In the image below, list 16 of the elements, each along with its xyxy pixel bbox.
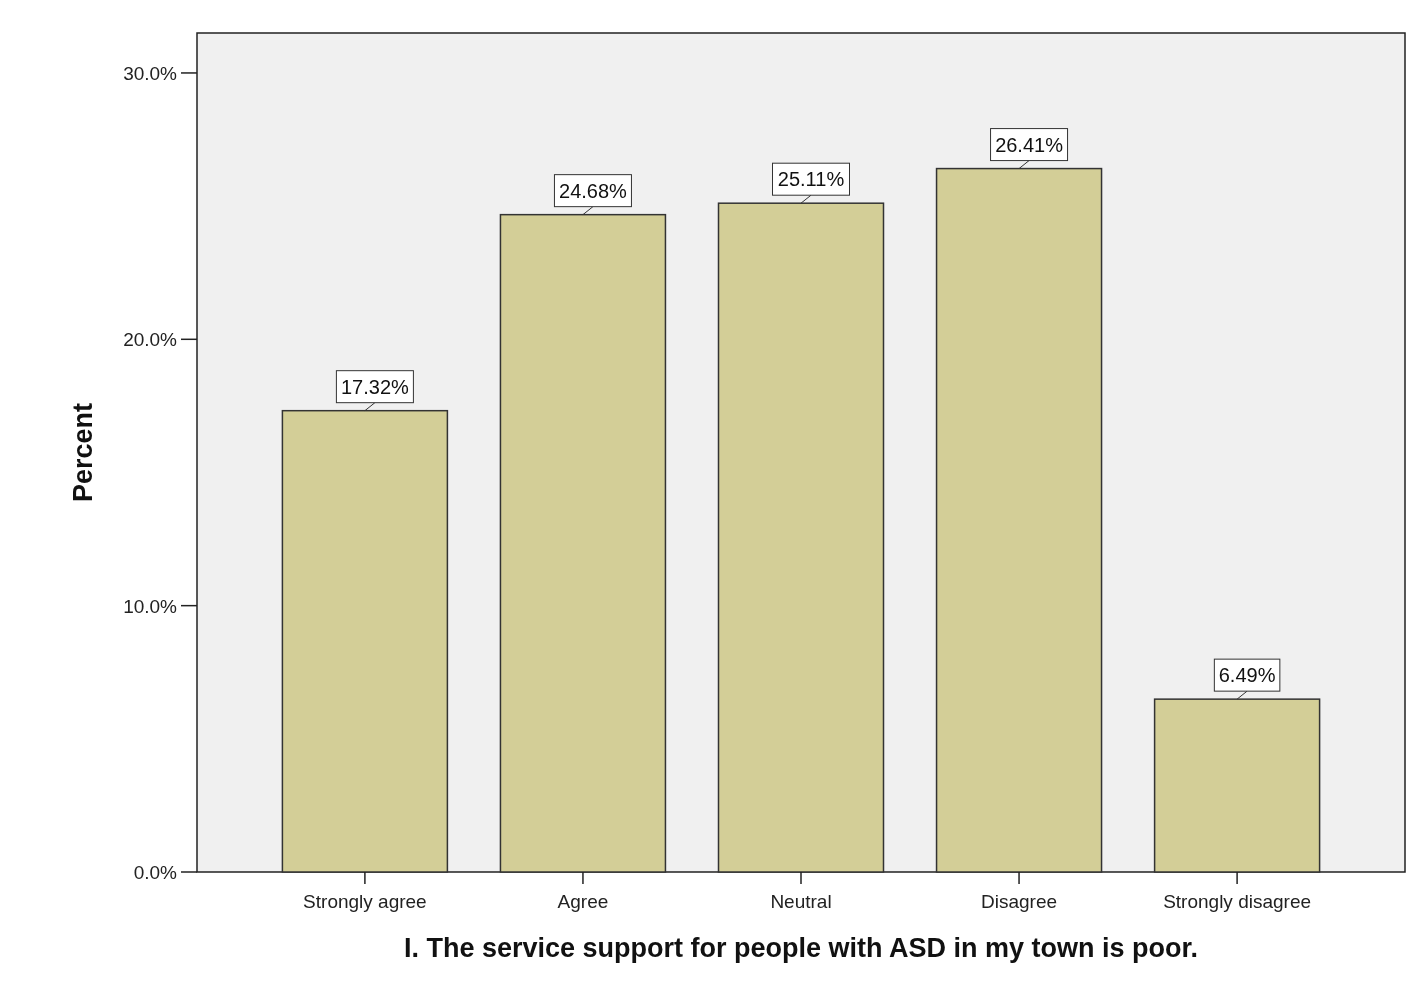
data-label: 26.41% xyxy=(995,133,1064,156)
x-axis-title: I. The service support for people with ASD in my town is poor. xyxy=(403,933,1199,963)
data-label: 17.32% xyxy=(340,375,410,398)
data-label: 6.49% xyxy=(1218,664,1276,687)
x-tick-label: Agree xyxy=(557,891,609,912)
y-tick-label: 0.0% xyxy=(133,862,178,883)
y-axis-title: Percent xyxy=(68,402,98,503)
x-tick-label: Disagree xyxy=(981,891,1058,912)
x-tick-label: Strongly agree xyxy=(303,891,427,912)
data-label: 24.68% xyxy=(559,179,628,202)
x-tick-label: Strongly disagree xyxy=(1163,891,1312,912)
y-tick-label: 30.0% xyxy=(123,62,178,84)
x-tick-label: Neutral xyxy=(770,891,832,912)
y-tick-label: 20.0% xyxy=(123,329,178,351)
y-tick-label: 10.0% xyxy=(123,595,178,617)
data-label: 25.11% xyxy=(777,168,845,191)
